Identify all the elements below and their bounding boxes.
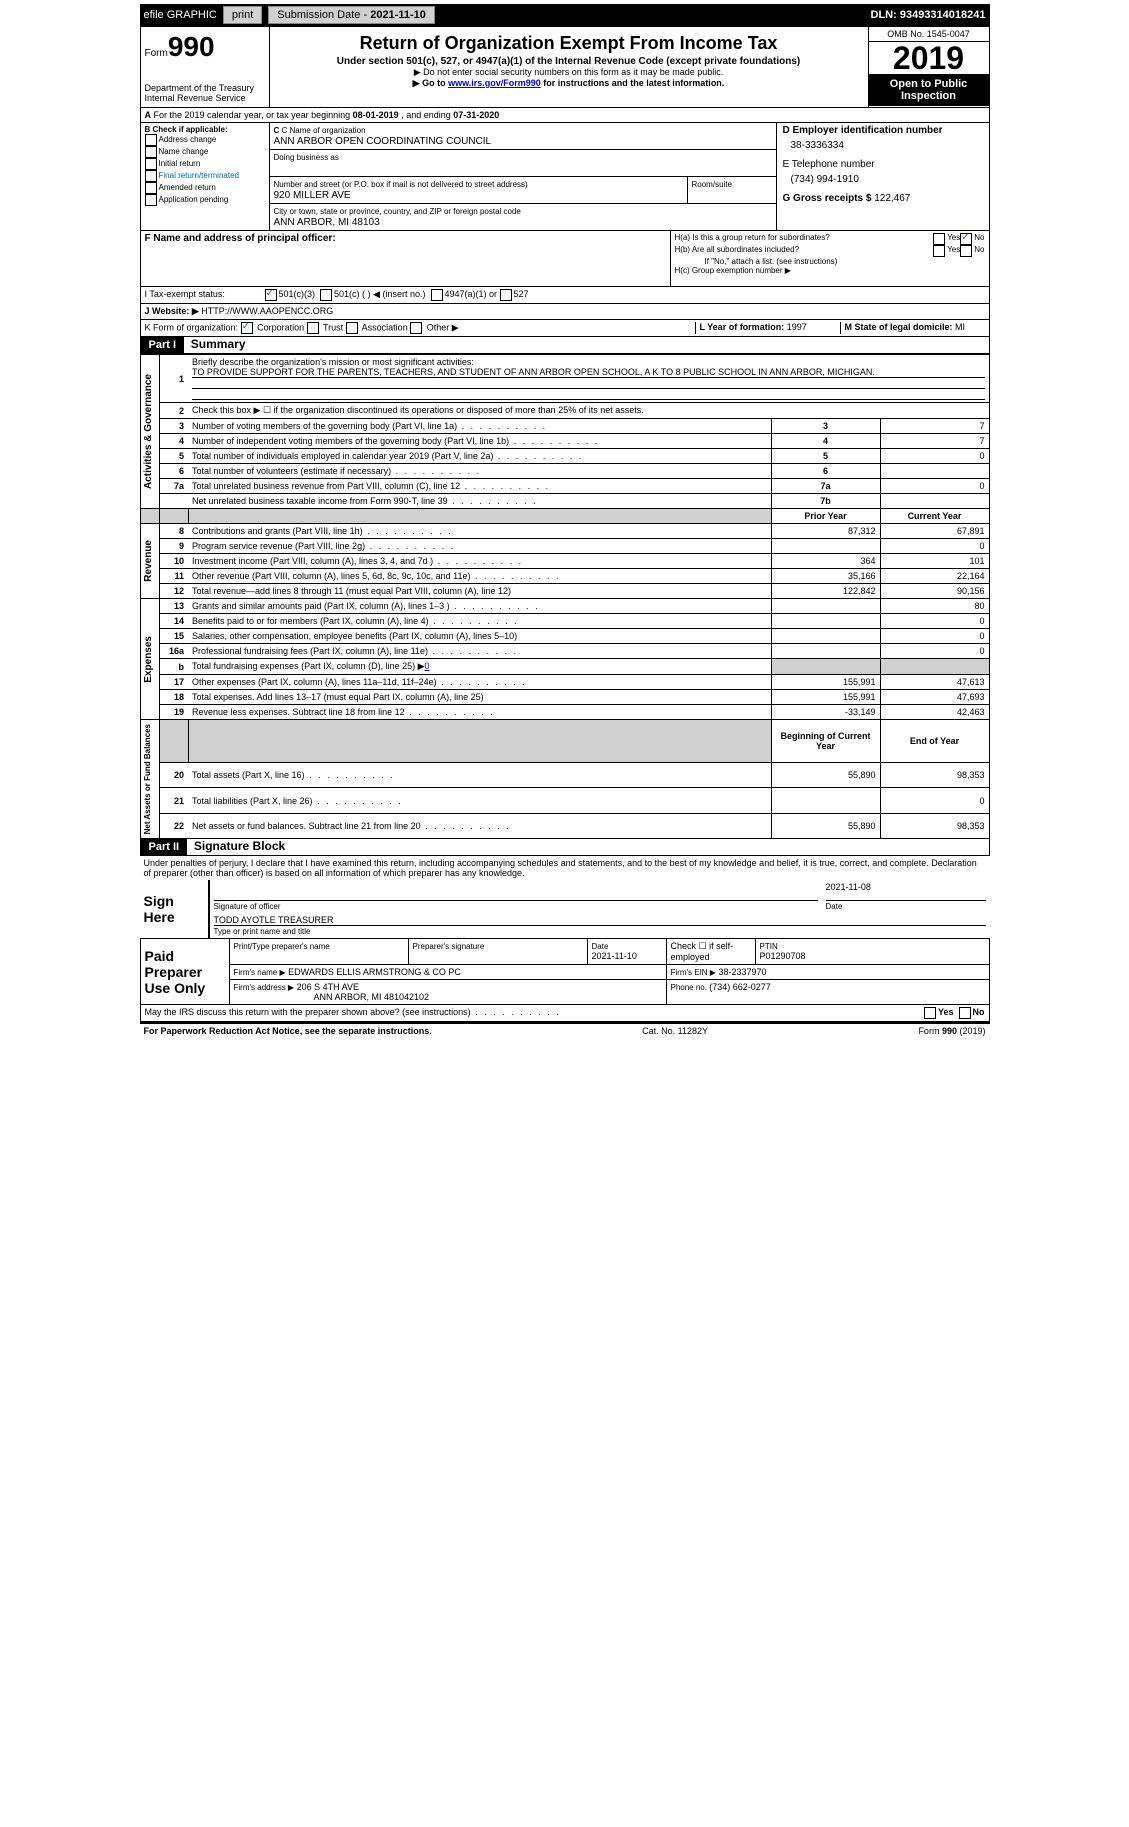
chk-ha-yes[interactable] (933, 233, 945, 245)
part2-header: Part II Signature Block (140, 839, 990, 856)
side-expenses: Expenses (141, 632, 156, 687)
chk-4947[interactable] (431, 289, 443, 301)
form-header: Form990 Department of the Treasury Inter… (140, 26, 990, 108)
officer-name: TODD AYOTLE TREASURER (214, 915, 986, 926)
section-b: B Check if applicable: Address change Na… (141, 123, 270, 230)
sign-here-table: Sign Here Signature of officer 2021-11-0… (140, 880, 990, 938)
line-a: A For the 2019 calendar year, or tax yea… (140, 108, 990, 123)
room-box: Room/suite (688, 177, 777, 204)
part1-header: Part I Summary (140, 337, 990, 354)
part1-table: Activities & Governance 1 Briefly descri… (140, 354, 990, 839)
ein: 38-3336334 (783, 136, 983, 159)
chk-final-return[interactable] (145, 170, 157, 182)
paid-preparer-table: Paid Preparer Use Only Print/Type prepar… (140, 938, 990, 1005)
website: HTTP://WWW.AAOPENCC.ORG (201, 306, 333, 316)
paid-preparer: Paid Preparer Use Only (140, 939, 229, 1005)
print-button[interactable]: print (223, 6, 262, 24)
firm-name: EDWARDS ELLIS ARMSTRONG & CO PC (288, 967, 461, 977)
section-h: H(a) Is this a group return for subordin… (671, 231, 989, 286)
chk-amended[interactable] (145, 182, 157, 194)
dba-box: Doing business as (270, 150, 777, 177)
line-j: J Website: ▶ HTTP://WWW.AAOPENCC.ORG (140, 304, 990, 320)
chk-discuss-no[interactable] (959, 1007, 971, 1019)
chk-ha-no[interactable] (960, 233, 972, 245)
chk-trust[interactable] (307, 322, 319, 334)
page-footer: For Paperwork Reduction Act Notice, see … (140, 1022, 990, 1038)
may-discuss: May the IRS discuss this return with the… (140, 1005, 990, 1022)
chk-hb-no[interactable] (960, 245, 972, 257)
chk-assoc[interactable] (346, 322, 358, 334)
firm-phone: (734) 662-0277 (709, 982, 771, 992)
city-box: City or town, state or province, country… (270, 204, 777, 230)
irs-link[interactable]: www.irs.gov/Form990 (448, 78, 541, 88)
line-i: I Tax-exempt status: 501(c)(3) 501(c) ( … (140, 287, 990, 304)
sig-date: 2021-11-08 (826, 882, 986, 901)
side-revenue: Revenue (141, 536, 156, 586)
principal-officer: F Name and address of principal officer: (141, 231, 671, 286)
ssn-note: ▶ Do not enter social security numbers o… (274, 67, 864, 78)
chk-527[interactable] (500, 289, 512, 301)
ptin: P01290708 (760, 951, 806, 961)
chk-discuss-yes[interactable] (924, 1007, 936, 1019)
goto-note: ▶ Go to www.irs.gov/Form990 for instruct… (274, 78, 864, 89)
tax-year: 2019 (869, 42, 989, 74)
mission: TO PROVIDE SUPPORT FOR THE PARENTS, TEAC… (192, 367, 875, 377)
perjury-text: Under penalties of perjury, I declare th… (140, 856, 990, 880)
chk-hb-yes[interactable] (933, 245, 945, 257)
side-activities: Activities & Governance (141, 370, 156, 493)
chk-address-change[interactable] (145, 134, 157, 146)
form-990-label: Form990 (145, 31, 265, 63)
street-box: Number and street (or P.O. box if mail i… (270, 177, 688, 204)
firm-ein: 38-2337970 (718, 967, 766, 977)
top-bar: efile GRAPHIC print Submission Date - 20… (140, 4, 990, 26)
chk-initial-return[interactable] (145, 158, 157, 170)
chk-corp[interactable] (241, 322, 253, 334)
state-domicile: M State of legal domicile: MI (840, 322, 985, 334)
line-k: K Form of organization: Corporation Trus… (140, 320, 990, 337)
chk-name-change[interactable] (145, 146, 157, 158)
dept-treasury: Department of the Treasury Internal Reve… (145, 83, 265, 103)
gross-receipts: G Gross receipts $ 122,467 (783, 193, 983, 204)
chk-app-pending[interactable] (145, 194, 157, 206)
right-info: D Employer identification number 38-3336… (777, 123, 989, 230)
side-netassets: Net Assets or Fund Balances (141, 720, 154, 838)
year-formation: L Year of formation: 1997 (695, 322, 840, 334)
efile-label: efile GRAPHIC (144, 9, 217, 21)
chk-501c[interactable] (320, 289, 332, 301)
dln: DLN: 93493314018241 (871, 9, 986, 21)
chk-other[interactable] (410, 322, 422, 334)
chk-501c3[interactable] (265, 289, 277, 301)
org-name: ANN ARBOR OPEN COORDINATING COUNCIL (274, 136, 492, 147)
form-subtitle: Under section 501(c), 527, or 4947(a)(1)… (274, 56, 864, 67)
form-title: Return of Organization Exempt From Incom… (274, 33, 864, 54)
org-name-box: C C Name of organization ANN ARBOR OPEN … (270, 123, 777, 150)
phone: (734) 994-1910 (783, 170, 983, 193)
sign-here: Sign Here (140, 880, 209, 938)
submission-date: Submission Date - 2021-11-10 (268, 6, 435, 24)
open-to-public: Open to Public Inspection (869, 74, 989, 106)
